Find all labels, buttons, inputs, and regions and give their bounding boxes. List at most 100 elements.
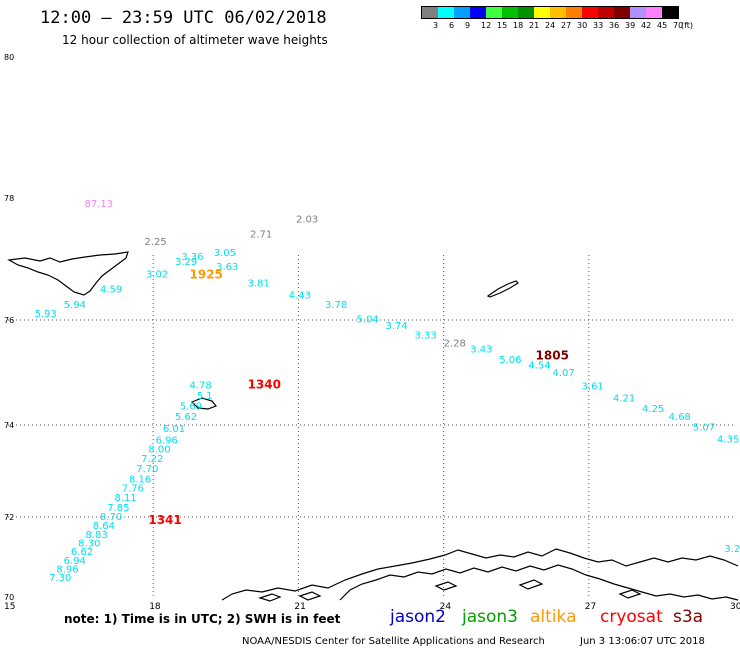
legend-label: 39 (625, 21, 636, 30)
map-title: 12:00 – 23:59 UTC 06/02/2018 (40, 8, 327, 28)
wave-height-value: 3.78 (325, 300, 347, 311)
wave-height-value: 3.61 (582, 381, 604, 392)
wave-height-value: 6.94 (64, 556, 86, 567)
legend-swatch (566, 7, 582, 18)
wave-height-value: 6.62 (71, 547, 93, 558)
wave-height-value: 3.81 (248, 278, 270, 289)
wave-height-value: 6.01 (163, 424, 185, 435)
lat-tick-label: 78 (4, 194, 14, 203)
wave-height-observations: 87.13 2.25 2.71 2.03 3.05 3.363.29 3.63 3.02 3.8… (35, 199, 740, 584)
wave-height-value: 8.11 (114, 493, 136, 504)
svalbard-coast (7, 251, 129, 296)
wave-height-value: 4.78 (190, 380, 212, 391)
wave-height-value: 3.43 (470, 345, 492, 356)
wave-height-value: 2.71 (250, 230, 272, 241)
legend-label: (ft) (681, 21, 694, 30)
legend-swatch (486, 7, 502, 18)
coastlines (7, 251, 739, 602)
wave-height-value: 4.07 (553, 368, 575, 379)
satellite-s3a: s3a (673, 607, 704, 627)
wave-height-value: 3.33 (415, 330, 437, 341)
bjornoya-island (190, 397, 217, 410)
lat-tick-label: 70 (4, 593, 14, 602)
legend-swatch (598, 7, 614, 18)
lat-tick-label: 72 (4, 513, 14, 522)
legend-swatch-bar (421, 6, 679, 19)
wave-height-value: 8.96 (56, 565, 78, 576)
wave-height-value: 3.74 (386, 321, 408, 332)
wave-height-value: 4.68 (669, 412, 691, 423)
legend-swatch (470, 7, 486, 18)
legend-swatch (614, 7, 630, 18)
pass-time-labels: 1925192180513401341 (148, 268, 569, 528)
wave-height-value: 3.05 (214, 248, 236, 259)
legend-swatch (438, 7, 454, 18)
lon-tick-label: 18 (149, 602, 161, 612)
wave-height-value: 5.93 (35, 309, 57, 320)
legend-label: 24 (545, 21, 556, 30)
legend-swatch (534, 7, 550, 18)
legend-labels: 3 6 9 12 15 18 21 24 27 30 33 36 39 42 45 70 (ft) (421, 19, 693, 31)
lat-lon-grid (8, 255, 736, 598)
wave-height-value: 5.06 (499, 355, 521, 366)
pass-time-label: 1925 (190, 268, 223, 282)
wave-height-value: 5.04 (356, 315, 378, 326)
legend-swatch (502, 7, 518, 18)
units-note: note: 1) Time is in UTC; 2) SWH is in fe… (64, 612, 341, 626)
lat-tick-label: 76 (4, 316, 14, 325)
legend-label: 36 (609, 21, 620, 30)
wave-height-value: 5.69 (180, 401, 202, 412)
wave-height-value: 3.27 (724, 544, 740, 555)
legend-label: 21 (529, 21, 540, 30)
wave-height-value: 8.64 (93, 521, 115, 532)
lon-tick-label: 30 (730, 602, 740, 612)
wave-height-value: 5.1 (197, 391, 213, 402)
wave-height-value: 8.00 (148, 445, 170, 456)
legend-label: 9 (465, 21, 471, 30)
legend-swatch (422, 7, 438, 18)
wave-height-value: 3.36 (181, 252, 203, 263)
legend-swatch (518, 7, 534, 18)
legend-label: 33 (593, 21, 604, 30)
lat-tick-label: 74 (4, 421, 14, 430)
wave-height-value: 4.35 (717, 434, 739, 445)
wave-height-value: 5.94 (64, 300, 86, 311)
wave-height-value: 8.70 (100, 512, 122, 523)
wave-height-value: 7.76 (122, 484, 144, 495)
footer-timestamp: Jun 3 13:06:07 UTC 2018 (580, 636, 705, 647)
wave-height-value: 7.22 (141, 454, 163, 465)
wave-height-value: 4.43 (289, 291, 311, 302)
lon-tick-label: 15 (4, 602, 15, 612)
wave-height-value: 5.62 (175, 412, 197, 423)
satellite-jason3: jason3 (462, 607, 518, 627)
wave-height-value: 2.25 (144, 237, 166, 248)
wave-height-value: 3.63 (216, 262, 238, 273)
wave-height-value: 87.13 (84, 199, 113, 210)
wave-height-value: 8.30 (78, 539, 100, 550)
lon-tick-label: 24 (440, 602, 452, 612)
legend-label: 3 (433, 21, 439, 30)
lat-tick-label: 80 (4, 53, 14, 62)
coastal-islands (258, 579, 642, 602)
legend-swatch (646, 7, 662, 18)
legend-swatch (630, 7, 646, 18)
wave-height-value: 3.02 (146, 269, 168, 280)
hopen-island (486, 280, 519, 298)
satellite-cryosat: cryosat (600, 607, 663, 627)
legend-swatch (454, 7, 470, 18)
legend-label: 18 (513, 21, 524, 30)
legend-label: 70 (673, 21, 684, 30)
legend-label: 42 (641, 21, 652, 30)
norway-fjords (339, 564, 739, 601)
legend-label: 12 (481, 21, 492, 30)
legend-swatch (550, 7, 566, 18)
wave-height-value: 2.03 (296, 214, 318, 225)
lon-tick-label: 27 (585, 602, 596, 612)
legend-swatch (662, 7, 678, 18)
wave-height-value: 7.30 (49, 573, 71, 584)
footer-credit: NOAA/NESDIS Center for Satellite Applica… (242, 636, 545, 647)
legend-label: 45 (657, 21, 668, 30)
pass-time-label: 1340 (248, 377, 281, 391)
